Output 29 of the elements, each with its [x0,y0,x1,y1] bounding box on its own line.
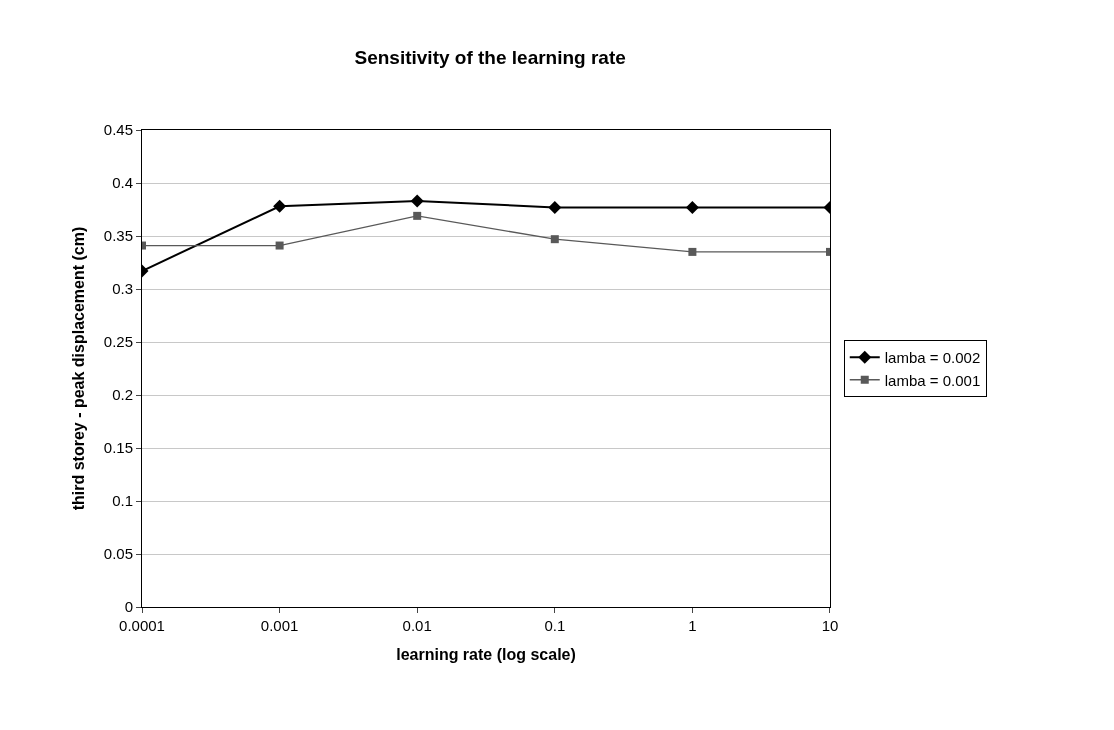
point [550,235,559,244]
x-tick-label: 1 [688,617,697,634]
point [548,200,562,214]
y-axis-title: third storey - peak displacement (cm) [69,226,87,511]
x-tick-label: 0.0001 [119,617,165,634]
x-tick-label: 0.01 [402,617,432,634]
chart-title: Sensitivity of the learning rate [354,47,626,69]
y-tick-label: 0.35 [103,227,133,245]
point [688,247,697,256]
y-tick-label: 0.3 [112,280,133,298]
y-tick-label: 0.15 [103,439,133,457]
legend-label: lamba = 0.001 [884,371,981,389]
y-tick-label: 0 [124,598,133,616]
x-axis-title: learning rate (log scale) [396,645,576,663]
x-tick-label: 10 [821,617,839,634]
y-tick-label: 0.05 [103,545,133,563]
x-tick-label: 0.1 [544,617,566,634]
y-tick-label: 0.25 [103,333,133,351]
y-tick-label: 0.4 [112,174,133,192]
y-tick-label: 0.1 [112,492,133,510]
point [273,199,287,213]
y-tick-label: 0.45 [103,121,133,139]
y-tick-label: 0.2 [112,386,133,404]
point [685,200,699,214]
x-tick-label: 0.001 [260,617,299,634]
point [275,241,284,250]
point [410,194,424,208]
legend-label: lamba = 0.002 [884,349,981,367]
point [413,211,422,220]
